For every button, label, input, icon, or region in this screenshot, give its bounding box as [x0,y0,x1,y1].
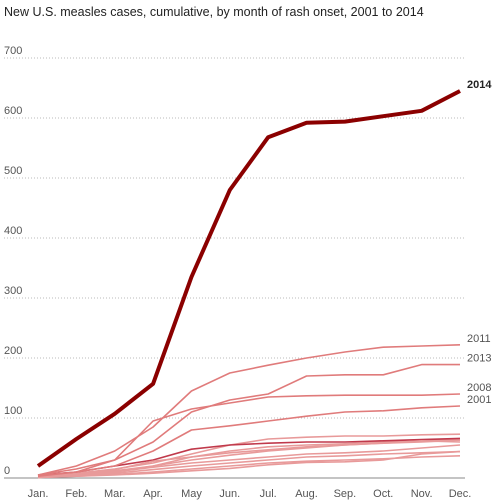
series-label: 2001 [467,394,491,406]
series-label: 2013 [467,353,491,365]
y-tick-label: 0 [4,465,10,477]
x-tick-label: Mar. [104,488,125,500]
x-tick-label: Feb. [65,488,87,500]
chart-title: New U.S. measles cases, cumulative, by m… [4,5,424,19]
series-line [36,89,461,468]
series-line [37,344,461,476]
y-tick-label: 400 [4,225,22,237]
series-line [37,363,460,477]
series-label: 2008 [467,382,491,394]
x-tick-label: Dec. [449,488,472,500]
series-label: 2011 [467,333,491,345]
x-tick-label: Oct. [373,488,393,500]
x-tick-label: Jan. [28,488,49,500]
y-tick-label: 500 [4,165,22,177]
series-line [37,393,461,476]
series-line [37,450,461,479]
series-line [37,450,461,478]
x-tick-label: May [181,488,202,500]
series-label: 2014 [467,79,492,91]
series-line [37,440,461,477]
y-tick-label: 600 [4,105,22,117]
series-line [37,405,461,477]
x-tick-label: Aug. [295,488,318,500]
x-tick-label: Jul. [260,488,277,500]
x-tick-label: Nov. [411,488,433,500]
x-tick-label: Jun. [219,488,240,500]
y-tick-label: 100 [4,405,22,417]
y-tick-label: 300 [4,285,22,297]
x-tick-label: Sep. [334,488,357,500]
x-tick-label: Apr. [143,488,163,500]
series-line [37,444,461,479]
y-tick-label: 700 [4,45,22,57]
y-tick-label: 200 [4,345,22,357]
